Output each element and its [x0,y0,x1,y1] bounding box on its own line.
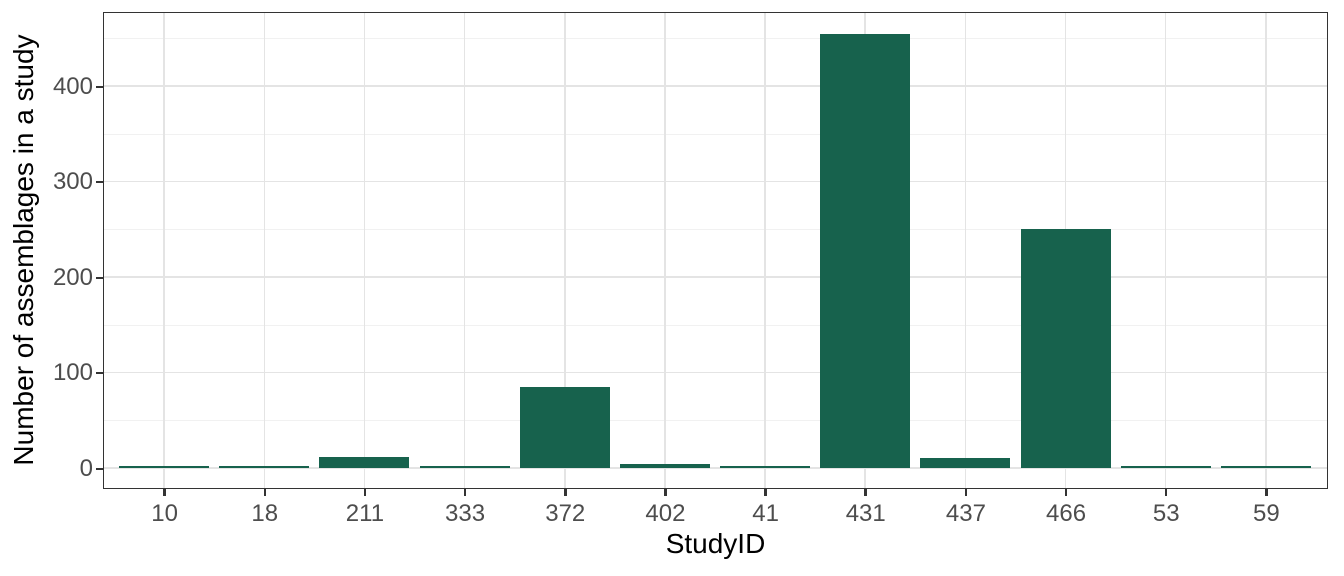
x-axis-tick-label-437: 437 [945,500,986,527]
x-axis-tick-mark-53 [1164,489,1168,496]
bar-53 [1120,466,1211,468]
x-axis-tick-label-59: 59 [1253,500,1280,527]
y-axis-tick-label-300: 300 [52,168,93,196]
gridline-major-x-402 [664,13,666,488]
bar-41 [720,466,811,468]
y-axis-tick-mark-100 [96,372,104,375]
bar-431 [820,33,911,468]
gridline-major-y-0 [104,467,1327,469]
gridline-major-x-211 [363,13,366,488]
gridline-minor-y-50 [104,420,1327,422]
bar-466 [1020,229,1111,468]
x-axis-tick-label-466: 466 [1046,500,1087,527]
gridline-major-x-437 [964,13,967,488]
y-axis-tick-label-200: 200 [52,263,93,291]
x-axis-tick-mark-211 [363,489,367,496]
x-axis-tick-mark-372 [564,489,567,496]
x-axis-tick-mark-431 [864,489,867,496]
x-axis-tick-label-211: 211 [345,500,385,527]
gridline-major-x-18 [263,13,265,488]
gridline-minor-y-450 [104,38,1327,40]
bar-372 [519,386,610,468]
y-axis-tick-mark-400 [96,85,104,88]
y-axis-tick-mark-200 [96,276,104,279]
x-axis-tick-mark-41 [764,489,767,496]
bar-211 [319,456,410,468]
x-axis-tick-mark-402 [664,489,667,496]
bar-402 [619,464,710,468]
x-axis-tick-label-18: 18 [251,500,279,527]
y-axis-tick-label-400: 400 [52,72,93,100]
x-axis-tick-label-402: 402 [645,500,686,527]
gridline-minor-y-350 [104,133,1327,135]
gridline-major-x-333 [463,13,466,488]
x-axis-tick-mark-437 [964,489,968,496]
y-axis-tick-label-100: 100 [52,359,93,387]
x-axis-tick-mark-333 [463,489,467,496]
gridline-major-x-41 [764,13,766,488]
x-axis-title: StudyID [665,528,766,559]
gridline-major-y-100 [104,371,1327,374]
gridline-major-y-300 [104,180,1327,183]
gridline-major-x-10 [163,13,165,488]
bar-18 [219,466,310,468]
plot-panel [103,12,1328,489]
gridline-major-x-53 [1164,13,1167,488]
gridline-major-y-400 [104,85,1327,87]
x-axis-tick-label-333: 333 [445,500,486,527]
bar-10 [119,466,210,468]
y-axis-tick-label-0: 0 [79,454,93,482]
y-axis-tick-mark-300 [96,181,104,184]
bar-59 [1220,466,1311,468]
x-axis-tick-mark-466 [1064,489,1068,496]
bar-333 [419,466,510,468]
x-axis-tick-label-53: 53 [1152,500,1180,527]
x-axis-tick-mark-59 [1265,489,1268,496]
x-axis-tick-label-41: 41 [752,500,779,527]
gridline-major-y-200 [104,276,1327,278]
gridline-major-x-59 [1265,13,1267,488]
x-axis-tick-label-431: 431 [845,500,886,527]
x-axis-tick-label-10: 10 [151,500,178,527]
y-axis-tick-mark-0 [96,467,104,470]
gridline-major-x-372 [564,13,566,488]
bar-437 [920,458,1011,468]
gridline-minor-y-150 [104,324,1327,326]
x-axis-tick-label-372: 372 [545,500,586,527]
gridline-minor-y-250 [104,229,1327,231]
x-axis-tick-mark-10 [163,489,166,496]
x-axis-tick-mark-18 [263,489,266,496]
